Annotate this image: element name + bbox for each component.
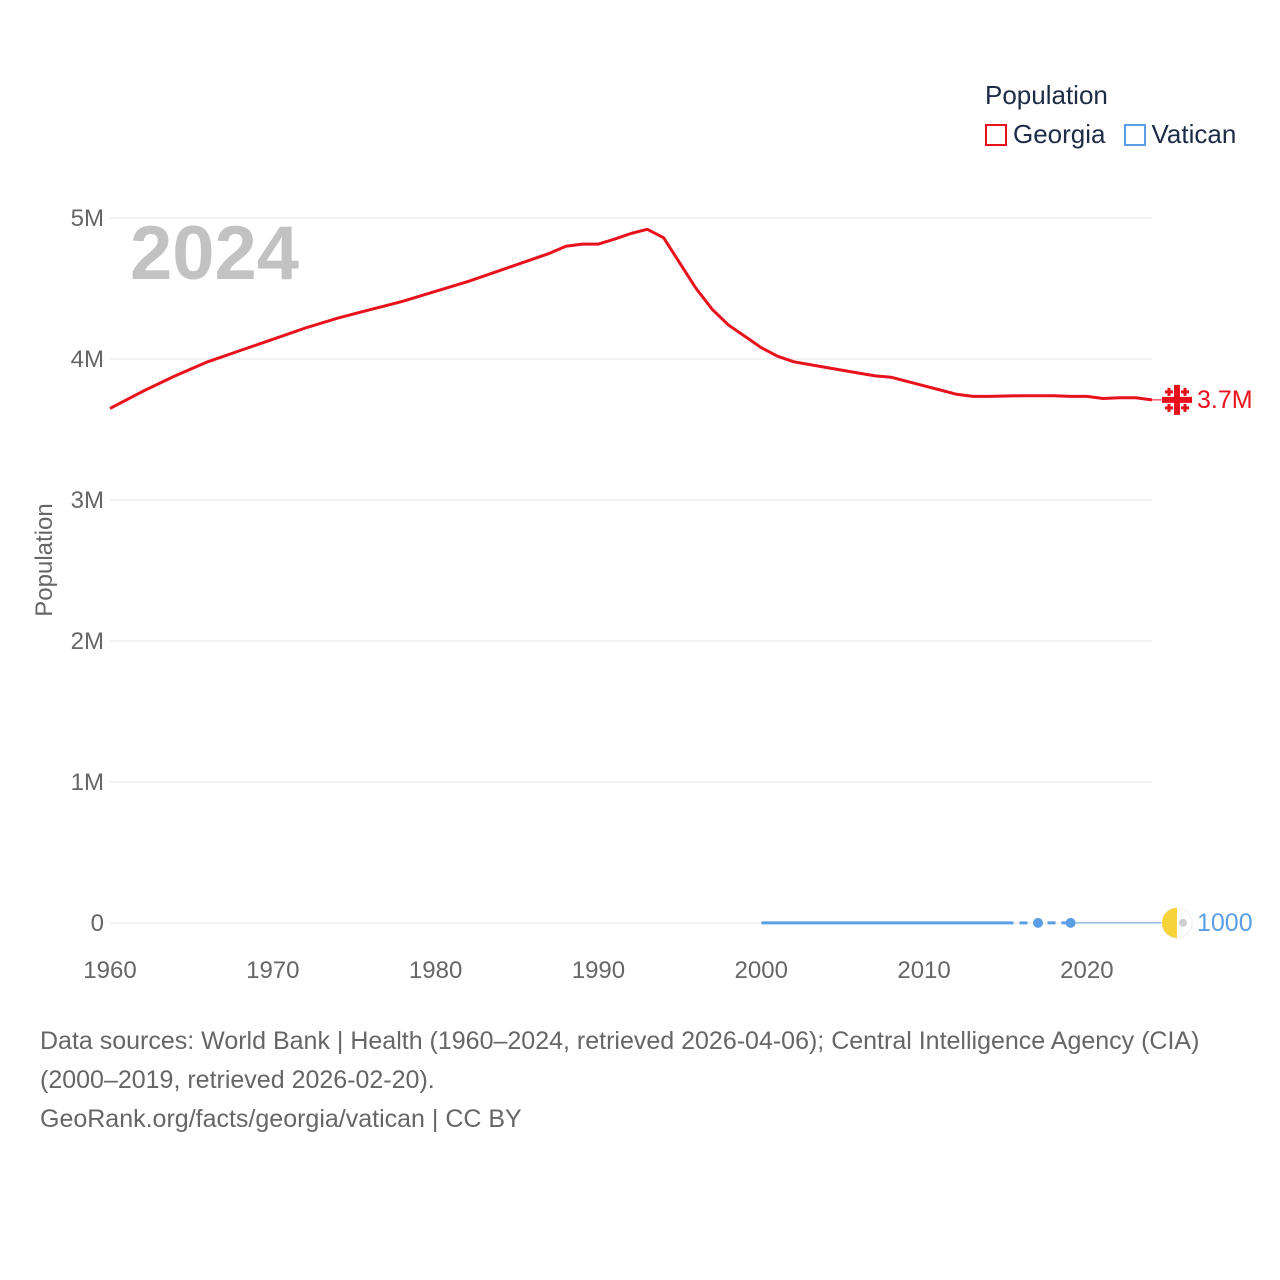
end-label-georgia: 3.7M [1197, 386, 1253, 414]
x-tick-label: 2010 [897, 957, 950, 984]
flag-cross-v [1174, 384, 1180, 415]
x-tick-label: 2000 [735, 957, 788, 984]
legend-label-vatican: Vatican [1151, 119, 1237, 149]
attribution: GeoRank.org/facts/georgia/vatican | CC B… [40, 1100, 1250, 1139]
flag-yellow-half [1162, 907, 1177, 938]
flag-small-cross [1181, 390, 1189, 394]
legend-swatch-georgia [985, 123, 1007, 146]
legend-item-georgia[interactable]: Georgia [985, 119, 1106, 150]
y-axis: 0 1M 2M 3M 4M 5M [71, 205, 104, 937]
data-sources: Data sources: World Bank | Health (1960–… [40, 1027, 1200, 1094]
flag-small-cross [1181, 406, 1189, 410]
series-line-georgia [109, 227, 1153, 410]
data-point-vatican [1065, 917, 1076, 928]
legend-label-georgia: Georgia [1013, 119, 1106, 149]
flag-emblem [1179, 918, 1187, 927]
y-tick-label: 5M [71, 205, 104, 232]
legend-swatch-vatican [1123, 123, 1146, 146]
x-tick-label: 1980 [409, 957, 462, 984]
y-tick-label: 2M [71, 628, 104, 655]
series-layer [109, 227, 1162, 928]
legend: Population Georgia Vatican [985, 80, 1236, 150]
end-label-vatican: 1000 [1197, 909, 1253, 937]
x-tick-label: 1990 [572, 957, 625, 984]
x-axis: 1960 1970 1980 1990 2000 2010 2020 [83, 957, 1113, 984]
legend-title: Population [985, 80, 1108, 110]
vatican-flag-icon [1161, 907, 1193, 939]
legend-item-vatican[interactable]: Vatican [1123, 119, 1237, 150]
y-tick-label: 1M [71, 769, 104, 796]
license-text: | CC BY [424, 1105, 522, 1133]
flag-small-cross [1165, 390, 1173, 394]
flag-small-cross [1165, 406, 1173, 410]
y-tick-label: 0 [91, 910, 104, 937]
x-tick-label: 1960 [83, 957, 136, 984]
data-point-vatican [1033, 917, 1044, 928]
x-tick-label: 2020 [1060, 957, 1113, 984]
attribution-link[interactable]: GeoRank.org/facts/georgia/vatican [40, 1105, 425, 1133]
georgia-flag-icon [1161, 384, 1193, 416]
grid-lines [110, 217, 1152, 924]
end-labels: 3.7M 1000 [1161, 384, 1253, 939]
y-tick-label: 4M [71, 346, 104, 373]
y-tick-label: 3M [71, 487, 104, 514]
year-label: 2024 [130, 211, 300, 296]
x-tick-label: 1970 [246, 957, 299, 984]
y-axis-label: Population [31, 503, 58, 616]
footer: Data sources: World Bank | Health (1960–… [40, 1022, 1250, 1139]
